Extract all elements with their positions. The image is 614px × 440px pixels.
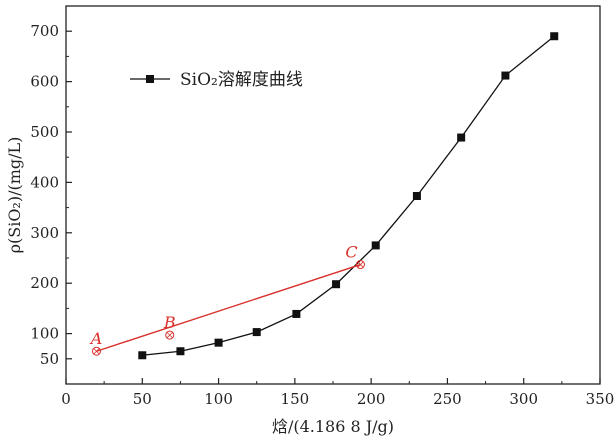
x-tick-label: 350 bbox=[586, 390, 614, 408]
x-tick-label: 250 bbox=[433, 390, 462, 408]
y-axis-ticks: 50 100 200 300 400 500 600 700 bbox=[30, 22, 72, 368]
series-point bbox=[214, 338, 223, 347]
y-tick-label: 300 bbox=[30, 224, 59, 242]
series-group bbox=[138, 32, 559, 360]
x-tick-label: 150 bbox=[281, 390, 310, 408]
annotation-label-c: C bbox=[345, 243, 357, 262]
plot-border bbox=[65, 5, 601, 385]
legend: SiO₂溶解度曲线 bbox=[130, 70, 303, 90]
y-tick-label: 50 bbox=[40, 350, 59, 368]
series-point bbox=[371, 241, 380, 250]
series-point bbox=[292, 309, 301, 318]
series-point bbox=[457, 133, 466, 142]
y-tick-label: 100 bbox=[30, 325, 59, 343]
legend-label: SiO₂溶解度曲线 bbox=[180, 70, 303, 90]
series-point bbox=[550, 32, 559, 41]
annotation-point-cross bbox=[166, 331, 174, 339]
legend-marker bbox=[146, 75, 154, 83]
y-tick-label: 600 bbox=[30, 73, 59, 91]
x-tick-label: 50 bbox=[133, 390, 152, 408]
x-tick-label: 100 bbox=[204, 390, 233, 408]
x-tick-label: 0 bbox=[61, 390, 71, 408]
series-point bbox=[176, 347, 185, 356]
annotation-label-a: A bbox=[89, 329, 103, 348]
series-point bbox=[332, 280, 341, 289]
y-tick-label: 400 bbox=[30, 173, 59, 191]
annotation-group: A B C bbox=[89, 243, 365, 356]
x-tick-label: 200 bbox=[357, 390, 386, 408]
x-axis-title: 焓/(4.186 8 J/g) bbox=[272, 417, 394, 436]
series-point bbox=[252, 328, 261, 337]
annotation-point bbox=[355, 260, 365, 270]
y-tick-label: 200 bbox=[30, 274, 59, 292]
y-axis-title: ρ(SiO₂)/(mg/L) bbox=[5, 137, 24, 254]
series-point bbox=[138, 351, 147, 360]
x-axis-ticks: 0 50 100 150 200 250 300 350 bbox=[61, 378, 614, 408]
series-point bbox=[501, 71, 510, 80]
x-tick-label: 300 bbox=[509, 390, 538, 408]
annotation-point bbox=[165, 330, 175, 340]
annotation-point-cross bbox=[357, 261, 364, 268]
annotation-point-cross bbox=[93, 347, 100, 355]
y-tick-label: 500 bbox=[30, 123, 59, 141]
plot-frame bbox=[65, 5, 601, 385]
annotation-point bbox=[92, 346, 102, 356]
annotation-label-b: B bbox=[163, 313, 176, 332]
y-tick-label: 700 bbox=[30, 22, 59, 40]
series-point bbox=[412, 192, 421, 201]
annotation-line bbox=[96, 263, 361, 352]
